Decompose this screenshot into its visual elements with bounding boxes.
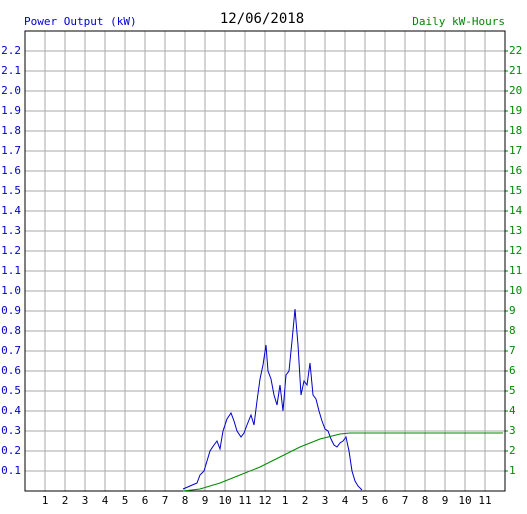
- x-tick-label: 2: [62, 494, 69, 507]
- y-tick-label: 1.9: [1, 104, 21, 117]
- y2-tick-label: 5: [509, 384, 516, 397]
- y2-tick-label: 21: [509, 64, 522, 77]
- y2-tick-label: 3: [509, 424, 516, 437]
- y-tick-label: 2.2: [1, 44, 21, 57]
- y2-tick-label: 4: [509, 404, 516, 417]
- x-tick-label: 10: [458, 494, 471, 507]
- x-tick-label: 2: [302, 494, 309, 507]
- x-tick-label: 9: [442, 494, 449, 507]
- line-series: [182, 432, 503, 492]
- y-tick-label: 1.5: [1, 184, 21, 197]
- x-tick-label: 3: [322, 494, 329, 507]
- y2-tick-label: 9: [509, 304, 516, 317]
- x-tick-label: 11: [478, 494, 491, 507]
- x-tick-label: 8: [182, 494, 189, 507]
- y-tick-label: 1.4: [1, 204, 21, 217]
- x-tick-label: 1: [282, 494, 289, 507]
- y-tick-label: 0.6: [1, 364, 21, 377]
- y2-tick-label: 7: [509, 344, 516, 357]
- y2-tick-label: 18: [509, 124, 522, 137]
- y2-tick-label: 11: [509, 264, 522, 277]
- y-tick-label: 1.0: [1, 284, 21, 297]
- y-tick-label: 1.7: [1, 144, 21, 157]
- y2-tick-label: 15: [509, 184, 522, 197]
- y2-axis-label: Daily kW-Hours: [412, 15, 505, 28]
- x-tick-label: 4: [102, 494, 109, 507]
- y-tick-label: 1.3: [1, 224, 21, 237]
- line-series: [182, 308, 363, 491]
- y2-tick-label: 20: [509, 84, 522, 97]
- x-tick-label: 6: [382, 494, 389, 507]
- y2-tick-label: 12: [509, 244, 522, 257]
- y-tick-label: 0.1: [1, 464, 21, 477]
- y2-tick-label: 22: [509, 44, 522, 57]
- y2-tick-label: 6: [509, 364, 516, 377]
- x-tick-label: 7: [402, 494, 409, 507]
- y2-tick-label: 17: [509, 144, 522, 157]
- x-tick-label: 3: [82, 494, 89, 507]
- plot-border: [24, 30, 506, 492]
- y-tick-label: 0.2: [1, 444, 21, 457]
- y2-tick-label: 10: [509, 284, 522, 297]
- y-tick-label: 1.1: [1, 264, 21, 277]
- y2-tick-label: 2: [509, 444, 516, 457]
- chart-title: 12/06/2018: [220, 11, 304, 27]
- y2-tick-label: 13: [509, 224, 522, 237]
- x-tick-label: 1: [42, 494, 49, 507]
- y2-tick-label: 19: [509, 104, 522, 117]
- y-tick-label: 2.0: [1, 84, 21, 97]
- y-tick-label: 0.9: [1, 304, 21, 317]
- y-tick-label: 0.7: [1, 344, 21, 357]
- x-tick-label: 6: [142, 494, 149, 507]
- y-tick-label: 0.5: [1, 384, 21, 397]
- x-tick-label: 9: [202, 494, 209, 507]
- y-tick-label: 0.3: [1, 424, 21, 437]
- x-tick-label: 11: [238, 494, 251, 507]
- y2-tick-label: 1: [509, 464, 516, 477]
- y2-tick-label: 16: [509, 164, 522, 177]
- x-tick-label: 5: [362, 494, 369, 507]
- y-tick-label: 0.8: [1, 324, 21, 337]
- x-tick-label: 7: [162, 494, 169, 507]
- y-tick-label: 1.6: [1, 164, 21, 177]
- x-tick-label: 12: [258, 494, 271, 507]
- y-tick-label: 1.2: [1, 244, 21, 257]
- x-tick-label: 8: [422, 494, 429, 507]
- y-tick-label: 0.4: [1, 404, 21, 417]
- y-axis-label: Power Output (kW): [24, 15, 137, 28]
- x-tick-label: 5: [122, 494, 129, 507]
- y2-tick-label: 8: [509, 324, 516, 337]
- x-tick-label: 4: [342, 494, 349, 507]
- x-tick-label: 10: [218, 494, 231, 507]
- y-tick-label: 1.8: [1, 124, 21, 137]
- y2-tick-label: 14: [509, 204, 523, 217]
- y-tick-label: 2.1: [1, 64, 21, 77]
